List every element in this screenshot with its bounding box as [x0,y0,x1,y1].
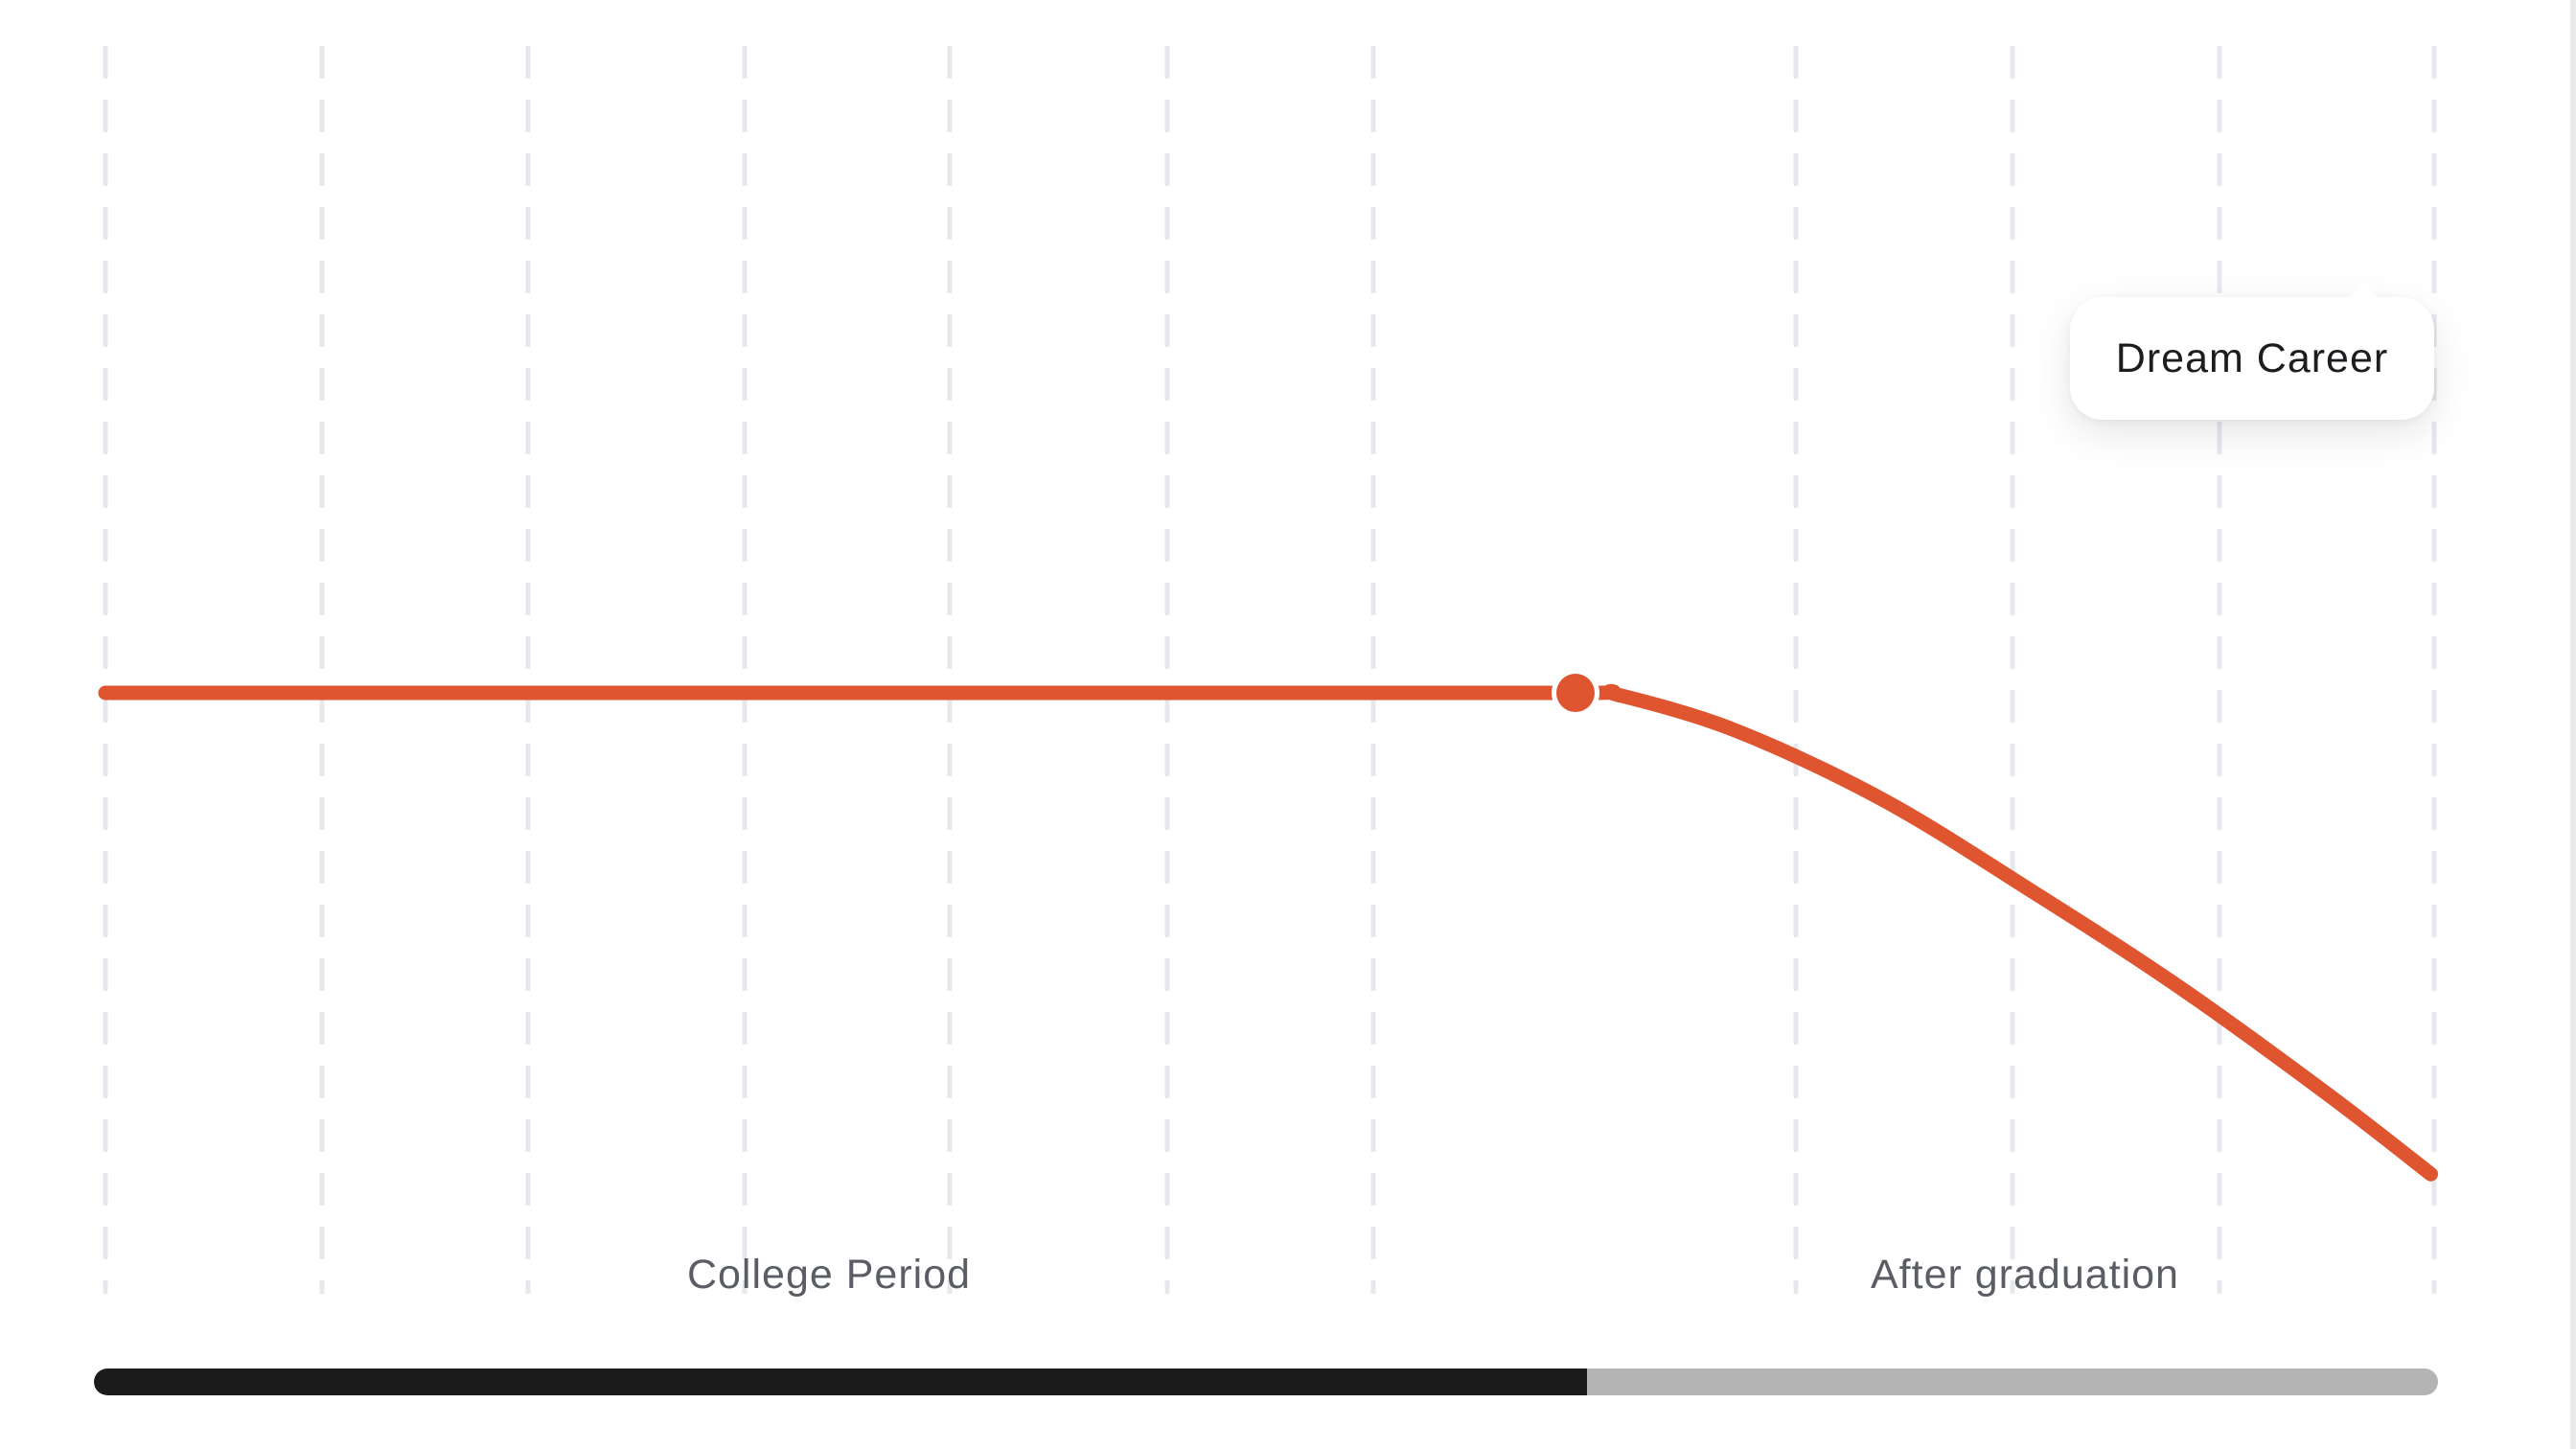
series-line [98,683,2439,1182]
timeline-progress-bar[interactable] [94,1368,2438,1395]
grid-lines [103,46,2437,1294]
annotation-label: Dream Career [2115,334,2389,381]
timeline-progress-fill [94,1368,1588,1395]
scrollbar-edge [2570,0,2576,1449]
region-label-after-graduation: After graduation [1871,1252,2179,1298]
annotation-tooltip: Dream Career [2070,284,2434,420]
tooltip-arrow [2348,284,2379,299]
highlight-point-marker[interactable] [1556,674,1595,712]
region-label-college-period: College Period [687,1252,971,1298]
